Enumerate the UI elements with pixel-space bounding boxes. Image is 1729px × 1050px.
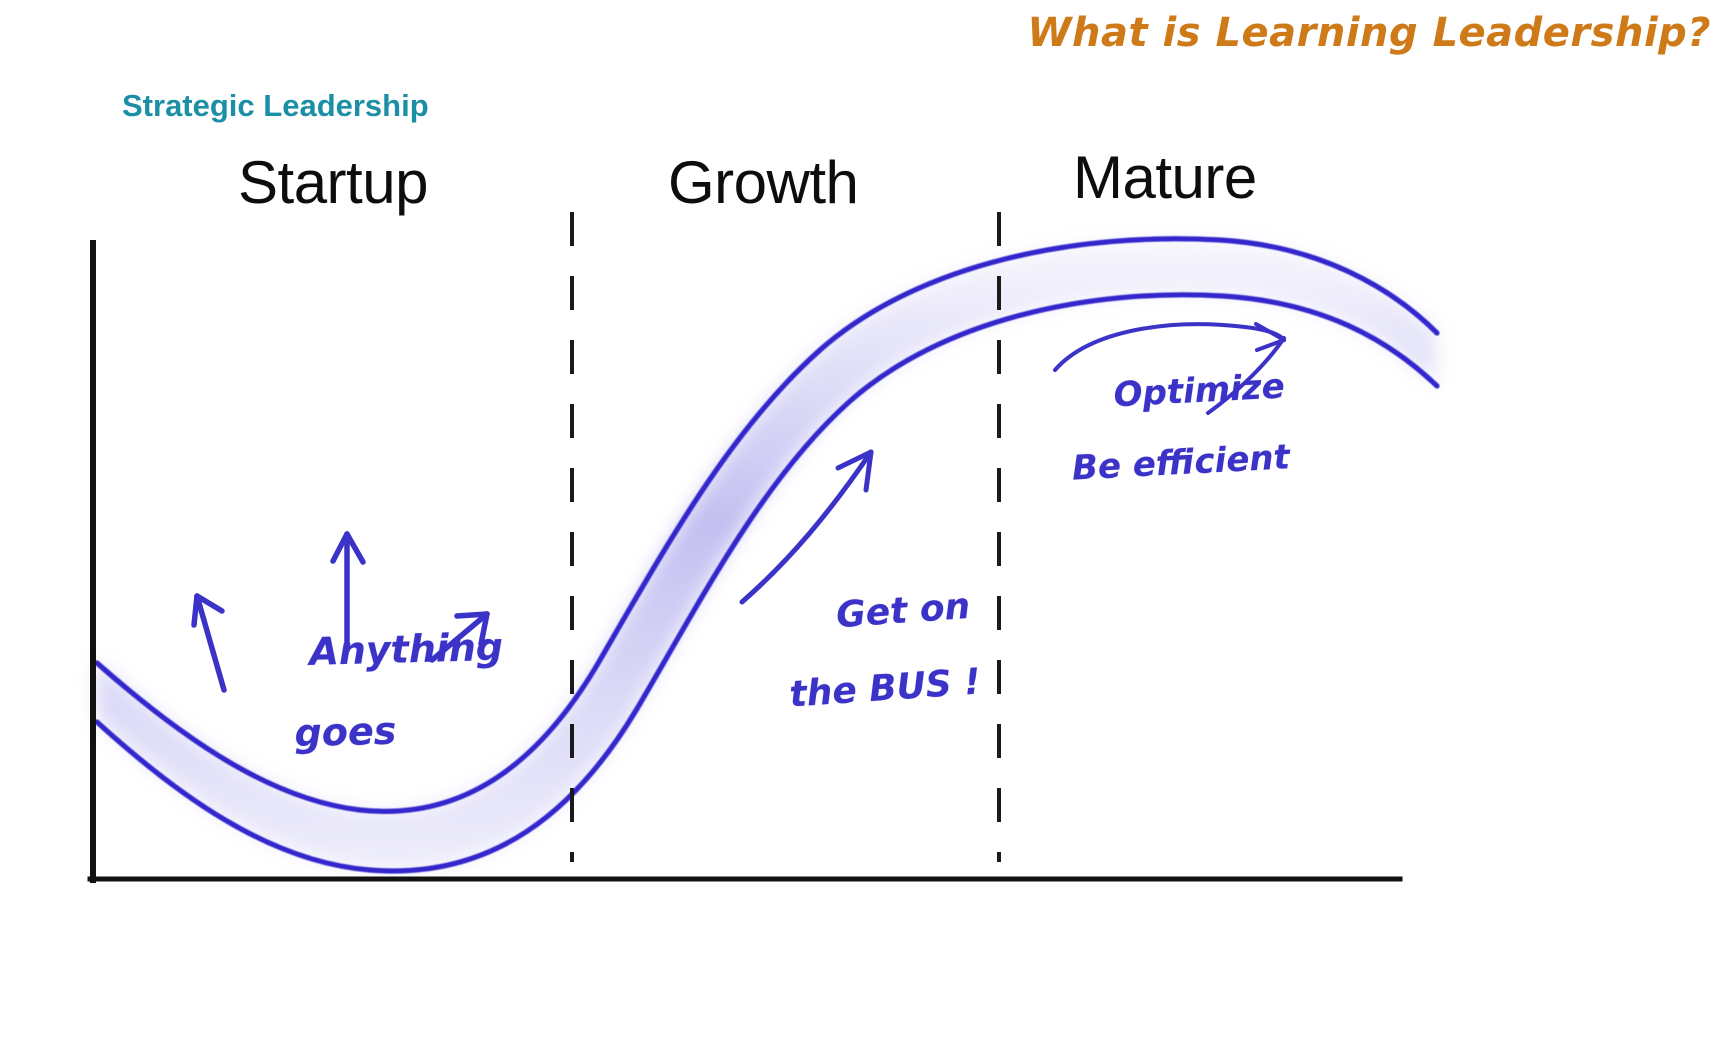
page-title: What is Learning Leadership? <box>1027 10 1711 56</box>
upper-curve <box>94 236 1440 814</box>
annotation-get-on-the-bus: Get on the BUS ! <box>782 552 986 788</box>
annotation-anything-line1: Anything <box>308 624 504 674</box>
annotation-bus-line1: Get on <box>834 585 972 636</box>
curve-band <box>97 238 1435 869</box>
annotation-anything-goes: Anything goes <box>255 589 508 832</box>
stage-label-startup: Startup <box>238 149 428 216</box>
mature-arrow-icon <box>1053 322 1286 415</box>
startup-arrow-up-icon <box>330 531 366 653</box>
stage-label-growth: Growth <box>668 149 859 216</box>
annotation-optimize-be-efficient: Optimize Be efficient <box>1064 334 1295 555</box>
annotation-bus-line2: the BUS ! <box>788 661 982 716</box>
page-subtitle: Strategic Leadership <box>122 88 429 123</box>
startup-arrow-left-icon <box>191 593 227 693</box>
startup-arrow-right-icon <box>429 611 490 663</box>
lower-curve <box>94 292 1440 874</box>
growth-arrow-icon <box>739 449 874 605</box>
annotation-optimize-line2: Be efficient <box>1071 437 1291 489</box>
annotation-optimize-line1: Optimize <box>1112 366 1286 415</box>
stage-label-mature: Mature <box>1073 144 1257 211</box>
annotation-anything-line2: goes <box>294 708 397 756</box>
